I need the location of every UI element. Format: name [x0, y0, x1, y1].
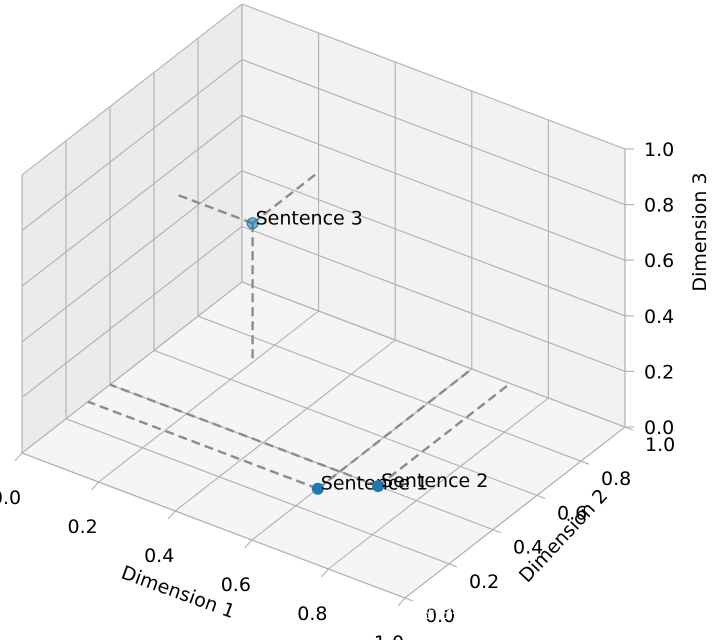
- data-point: [246, 217, 259, 230]
- y-tick-label: 0.6: [557, 502, 587, 524]
- left-grid-z: [21, 225, 243, 398]
- x-tick-label: 1.0: [374, 632, 404, 640]
- guide-lines: [87, 171, 511, 490]
- y-tick-mark: [536, 494, 546, 499]
- z-tick-label: 0.0: [644, 417, 674, 439]
- z-tick-label: 0.8: [644, 195, 674, 217]
- left-grid-z: [21, 281, 243, 454]
- x-tick-mark: [91, 481, 100, 491]
- back-pane: [242, 4, 625, 427]
- y-tick-label: 0.4: [513, 537, 543, 559]
- data-point: [372, 480, 385, 493]
- left-pane: [22, 4, 242, 453]
- back-grid-z: [241, 114, 626, 261]
- back-grid-z: [241, 225, 626, 372]
- back-grid-z: [241, 170, 626, 317]
- guide-to-left-wall: [109, 383, 379, 488]
- y-axis-line: [404, 426, 626, 599]
- z-tick-label: 0.6: [644, 250, 674, 272]
- left-grid-z: [21, 3, 243, 176]
- x-tick-label: 0.4: [144, 545, 174, 567]
- back-grid-z: [241, 59, 626, 206]
- x-tick-label: 0.0: [0, 487, 21, 509]
- y-tick-label: 0.0: [425, 605, 455, 627]
- x-tick-mark: [397, 597, 406, 607]
- z-tick-label: 0.4: [644, 306, 674, 328]
- floor-grid-y: [153, 349, 538, 496]
- left-grid-z: [21, 114, 243, 287]
- floor-grid-x: [328, 397, 549, 570]
- axis-panes: [22, 4, 625, 598]
- left-grid-z: [21, 59, 243, 232]
- z-axis-label: Dimension 3: [689, 172, 711, 291]
- floor-pane: [22, 282, 625, 598]
- y-tick-label: 0.8: [601, 468, 631, 490]
- x-tick-label: 0.2: [67, 516, 97, 538]
- z-tick-label: 1.0: [644, 139, 674, 161]
- tick-labels: 0.00.20.40.60.81.00.00.20.40.60.81.00.00…: [0, 139, 675, 640]
- floor-grid-y: [197, 315, 582, 462]
- y-tick-mark: [492, 529, 502, 534]
- back-grid-z: [241, 281, 626, 428]
- x-tick-label: 0.8: [297, 603, 327, 625]
- y-tick-mark: [448, 563, 458, 568]
- y-tick-label: 1.0: [645, 434, 675, 456]
- y-tick-mark: [404, 597, 414, 602]
- x-axis-line: [21, 452, 406, 599]
- grid-lines: [21, 3, 626, 599]
- point-annotation: Sentence 3: [256, 207, 363, 229]
- point-annotation: Sentence 2: [381, 470, 488, 492]
- left-grid-z: [21, 170, 243, 343]
- floor-grid-y: [65, 418, 450, 565]
- x-tick-mark: [244, 539, 253, 549]
- data-point: [311, 482, 324, 495]
- floor-grid-x: [98, 310, 319, 483]
- x-tick-label: 0.6: [221, 574, 251, 596]
- x-tick-mark: [320, 568, 329, 578]
- guide-to-left-wall: [87, 400, 319, 490]
- y-tick-label: 0.2: [469, 571, 499, 593]
- back-grid-z: [241, 3, 626, 150]
- watermark-text: 掘金技术社区 @ 数据智能老司机: [418, 603, 667, 623]
- y-tick-mark: [580, 460, 590, 465]
- z-tick-label: 0.2: [644, 361, 674, 383]
- x-tick-mark: [14, 452, 23, 462]
- floor-grid-x: [174, 339, 396, 512]
- guide-to-back-wall: [317, 368, 473, 490]
- x-tick-mark: [167, 510, 176, 520]
